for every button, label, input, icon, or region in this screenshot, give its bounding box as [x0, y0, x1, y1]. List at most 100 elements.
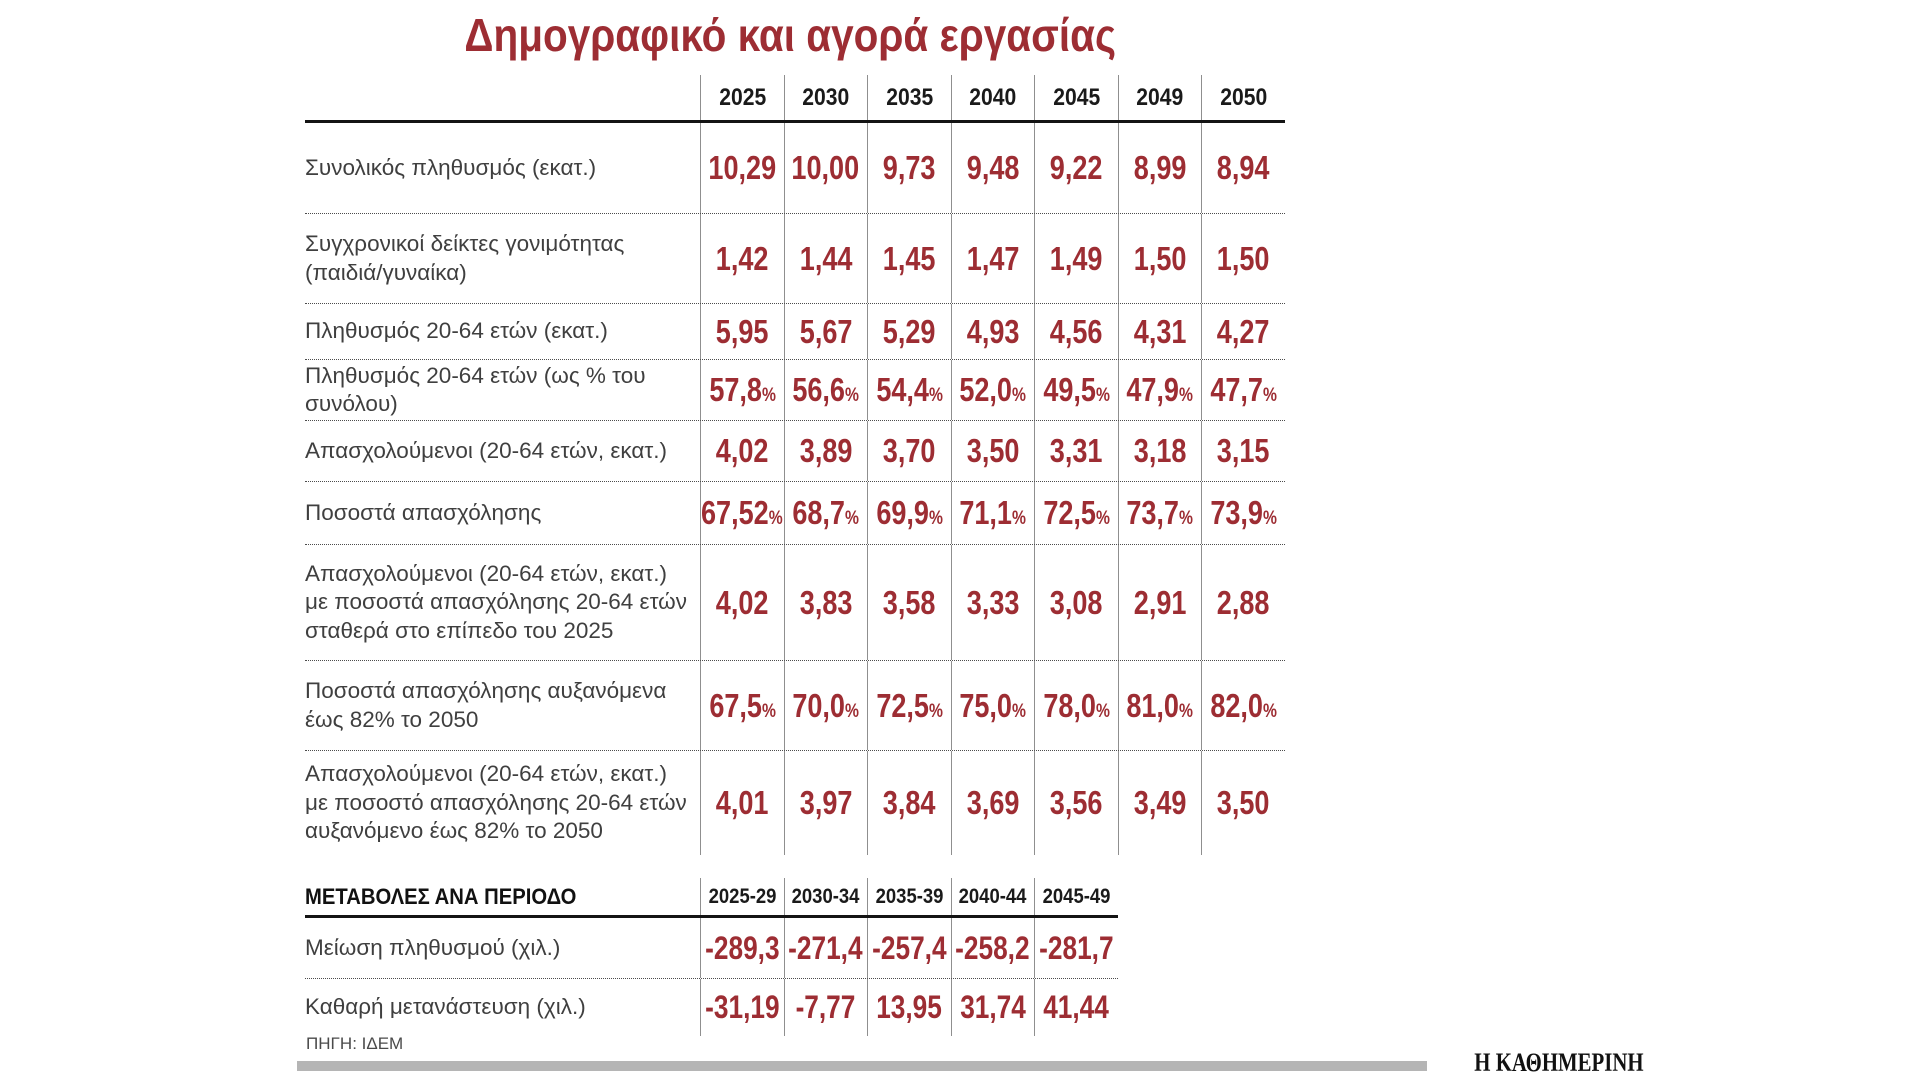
value-text: 4,27	[1216, 312, 1270, 350]
value-cell: 1,47	[950, 214, 1035, 303]
row-label-line: αυξανόμενο έως 82% το 2050	[305, 818, 603, 844]
value-text: 82,0%	[1209, 686, 1277, 724]
row-label-line: Απασχολούμενοι (20-64 ετών, εκατ.)	[305, 761, 667, 787]
value-text: 81,0%	[1126, 686, 1194, 724]
value-cell: 1,45	[867, 214, 951, 303]
percent-sign: %	[769, 508, 784, 529]
value-text: 31,74	[959, 989, 1026, 1025]
table-header-row: 2025 2030 2035 2040 2045 2049 2050	[305, 75, 1285, 123]
value-cell: 9,73	[867, 123, 951, 213]
value-cell: 73,7%	[1117, 482, 1202, 544]
column-header-cell: 2050	[1201, 75, 1285, 120]
value-text: 2,91	[1133, 583, 1187, 621]
value-text: 2,88	[1216, 583, 1270, 621]
value-cell: 3,70	[867, 421, 951, 481]
percent-sign: %	[1095, 508, 1110, 529]
value-text: 72,5%	[1042, 494, 1110, 531]
value-text: 3,08	[1049, 583, 1103, 621]
value-text: 54,4%	[875, 371, 943, 408]
value-cell: 2,88	[1201, 545, 1285, 660]
value-text: -31,19	[705, 989, 780, 1025]
value-cell: 52,0%	[950, 360, 1035, 420]
value-cell: 68,7%	[783, 482, 868, 544]
percent-sign: %	[1012, 508, 1027, 529]
value-text: 3,50	[1216, 784, 1270, 821]
row-label-line: Καθαρή μετανάστευση (χιλ.)	[305, 994, 586, 1020]
value-cell: 4,27	[1201, 304, 1285, 359]
value-text: 1,44	[799, 239, 853, 277]
value-cell: 1,50	[1201, 214, 1285, 303]
value-cell: 4,02	[700, 421, 784, 481]
column-header-cell: 2035	[867, 75, 951, 120]
value-text: 3,50	[966, 432, 1020, 469]
value-text: 4,01	[715, 784, 769, 821]
value-text: -281,7	[1039, 929, 1114, 966]
value-cell: 1,42	[700, 214, 784, 303]
value-text: 3,69	[966, 784, 1020, 821]
column-header-cell: 2030-34	[783, 878, 868, 915]
value-text: 3,97	[799, 784, 853, 821]
value-text: 9,22	[1049, 149, 1103, 186]
table-row: Συγχρονικοί δείκτες γονιμότητας (παιδιά/γ…	[305, 214, 1285, 304]
value-cell: 3,08	[1034, 545, 1118, 660]
column-header-label: 2025-29	[708, 884, 777, 908]
column-header-label: 2030	[802, 83, 850, 111]
value-cell: 41,44	[1034, 979, 1118, 1036]
value-cell: 1,49	[1034, 214, 1118, 303]
value-cell: 3,50	[950, 421, 1035, 481]
row-label: Καθαρή μετανάστευση (χιλ.)	[305, 979, 700, 1036]
row-label: Πληθυσμός 20-64 ετών (εκατ.)	[305, 304, 700, 359]
value-cell: 1,44	[783, 214, 868, 303]
value-cell: 3,58	[867, 545, 951, 660]
chart-title: Δημογραφικό και αγορά εργασίας	[300, 8, 1280, 62]
value-cell: 70,0%	[783, 661, 868, 750]
percent-sign: %	[1179, 508, 1194, 529]
value-text: 71,1%	[959, 494, 1027, 531]
row-label-line: Ποσοστά απασχόλησης αυξανόμενα	[305, 678, 667, 704]
value-cell: 47,9%	[1117, 360, 1202, 420]
value-text: 5,67	[799, 312, 853, 350]
column-header-label: 2045	[1052, 83, 1100, 111]
value-cell: 78,0%	[1034, 661, 1118, 750]
row-label: Πληθυσμός 20-64 ετών (ως % του συνόλου)	[305, 360, 700, 420]
value-cell: 71,1%	[950, 482, 1035, 544]
percent-sign: %	[1095, 700, 1110, 722]
value-text: 68,7%	[792, 494, 860, 531]
value-text: 41,44	[1043, 989, 1110, 1025]
column-header-label: 2030-34	[791, 884, 860, 908]
publisher-logo: Η ΚΑΘΗΜΕΡΙΝΗ	[1432, 1048, 1643, 1078]
row-label-line: σταθερά στο επίπεδο του 2025	[305, 617, 614, 643]
value-text: 3,84	[882, 784, 936, 821]
column-header-cell: 2045	[1034, 75, 1118, 120]
value-cell: -257,4	[867, 918, 951, 978]
value-cell: 1,50	[1117, 214, 1202, 303]
value-text: 3,15	[1216, 432, 1270, 469]
changes-per-period-table: ΜΕΤΑΒΟΛΕΣ ΑΝΑ ΠΕΡΙΟΔΟ 2025-29 2030-34 2035-…	[305, 878, 1118, 1036]
row-label-line: Μείωση πληθυσμού (χιλ.)	[305, 934, 561, 960]
percent-sign: %	[928, 700, 943, 722]
value-text: -289,3	[705, 929, 780, 966]
column-header-label: 2035	[885, 83, 933, 111]
percent-sign: %	[1262, 508, 1277, 529]
value-text: 1,47	[966, 239, 1020, 277]
value-text: 3,89	[799, 432, 853, 469]
value-cell: 2,91	[1117, 545, 1202, 660]
value-cell: 69,9%	[867, 482, 951, 544]
value-text: 10,29	[708, 149, 777, 186]
value-cell: 75,0%	[950, 661, 1035, 750]
table-row: Συνολικός πληθυσμός (εκατ.) 10,29 10,00 9,7…	[305, 123, 1285, 214]
value-text: 4,56	[1049, 312, 1103, 350]
value-cell: 4,01	[700, 751, 784, 855]
value-cell: 3,69	[950, 751, 1035, 855]
value-cell: 9,48	[950, 123, 1035, 213]
row-label-line: Πληθυσμός 20-64 ετών (ως % του συνόλου)	[305, 362, 646, 416]
value-cell: 82,0%	[1201, 661, 1285, 750]
value-cell: 3,33	[950, 545, 1035, 660]
value-cell: 54,4%	[867, 360, 951, 420]
value-text: 3,70	[882, 432, 936, 469]
value-text: 5,95	[715, 312, 769, 350]
table-row: Απασχολούμενοι (20-64 ετών, εκατ.) 4,02 3,…	[305, 421, 1285, 482]
percent-sign: %	[928, 508, 943, 529]
column-header-label: 2035-39	[875, 884, 944, 908]
percent-sign: %	[1179, 700, 1194, 722]
